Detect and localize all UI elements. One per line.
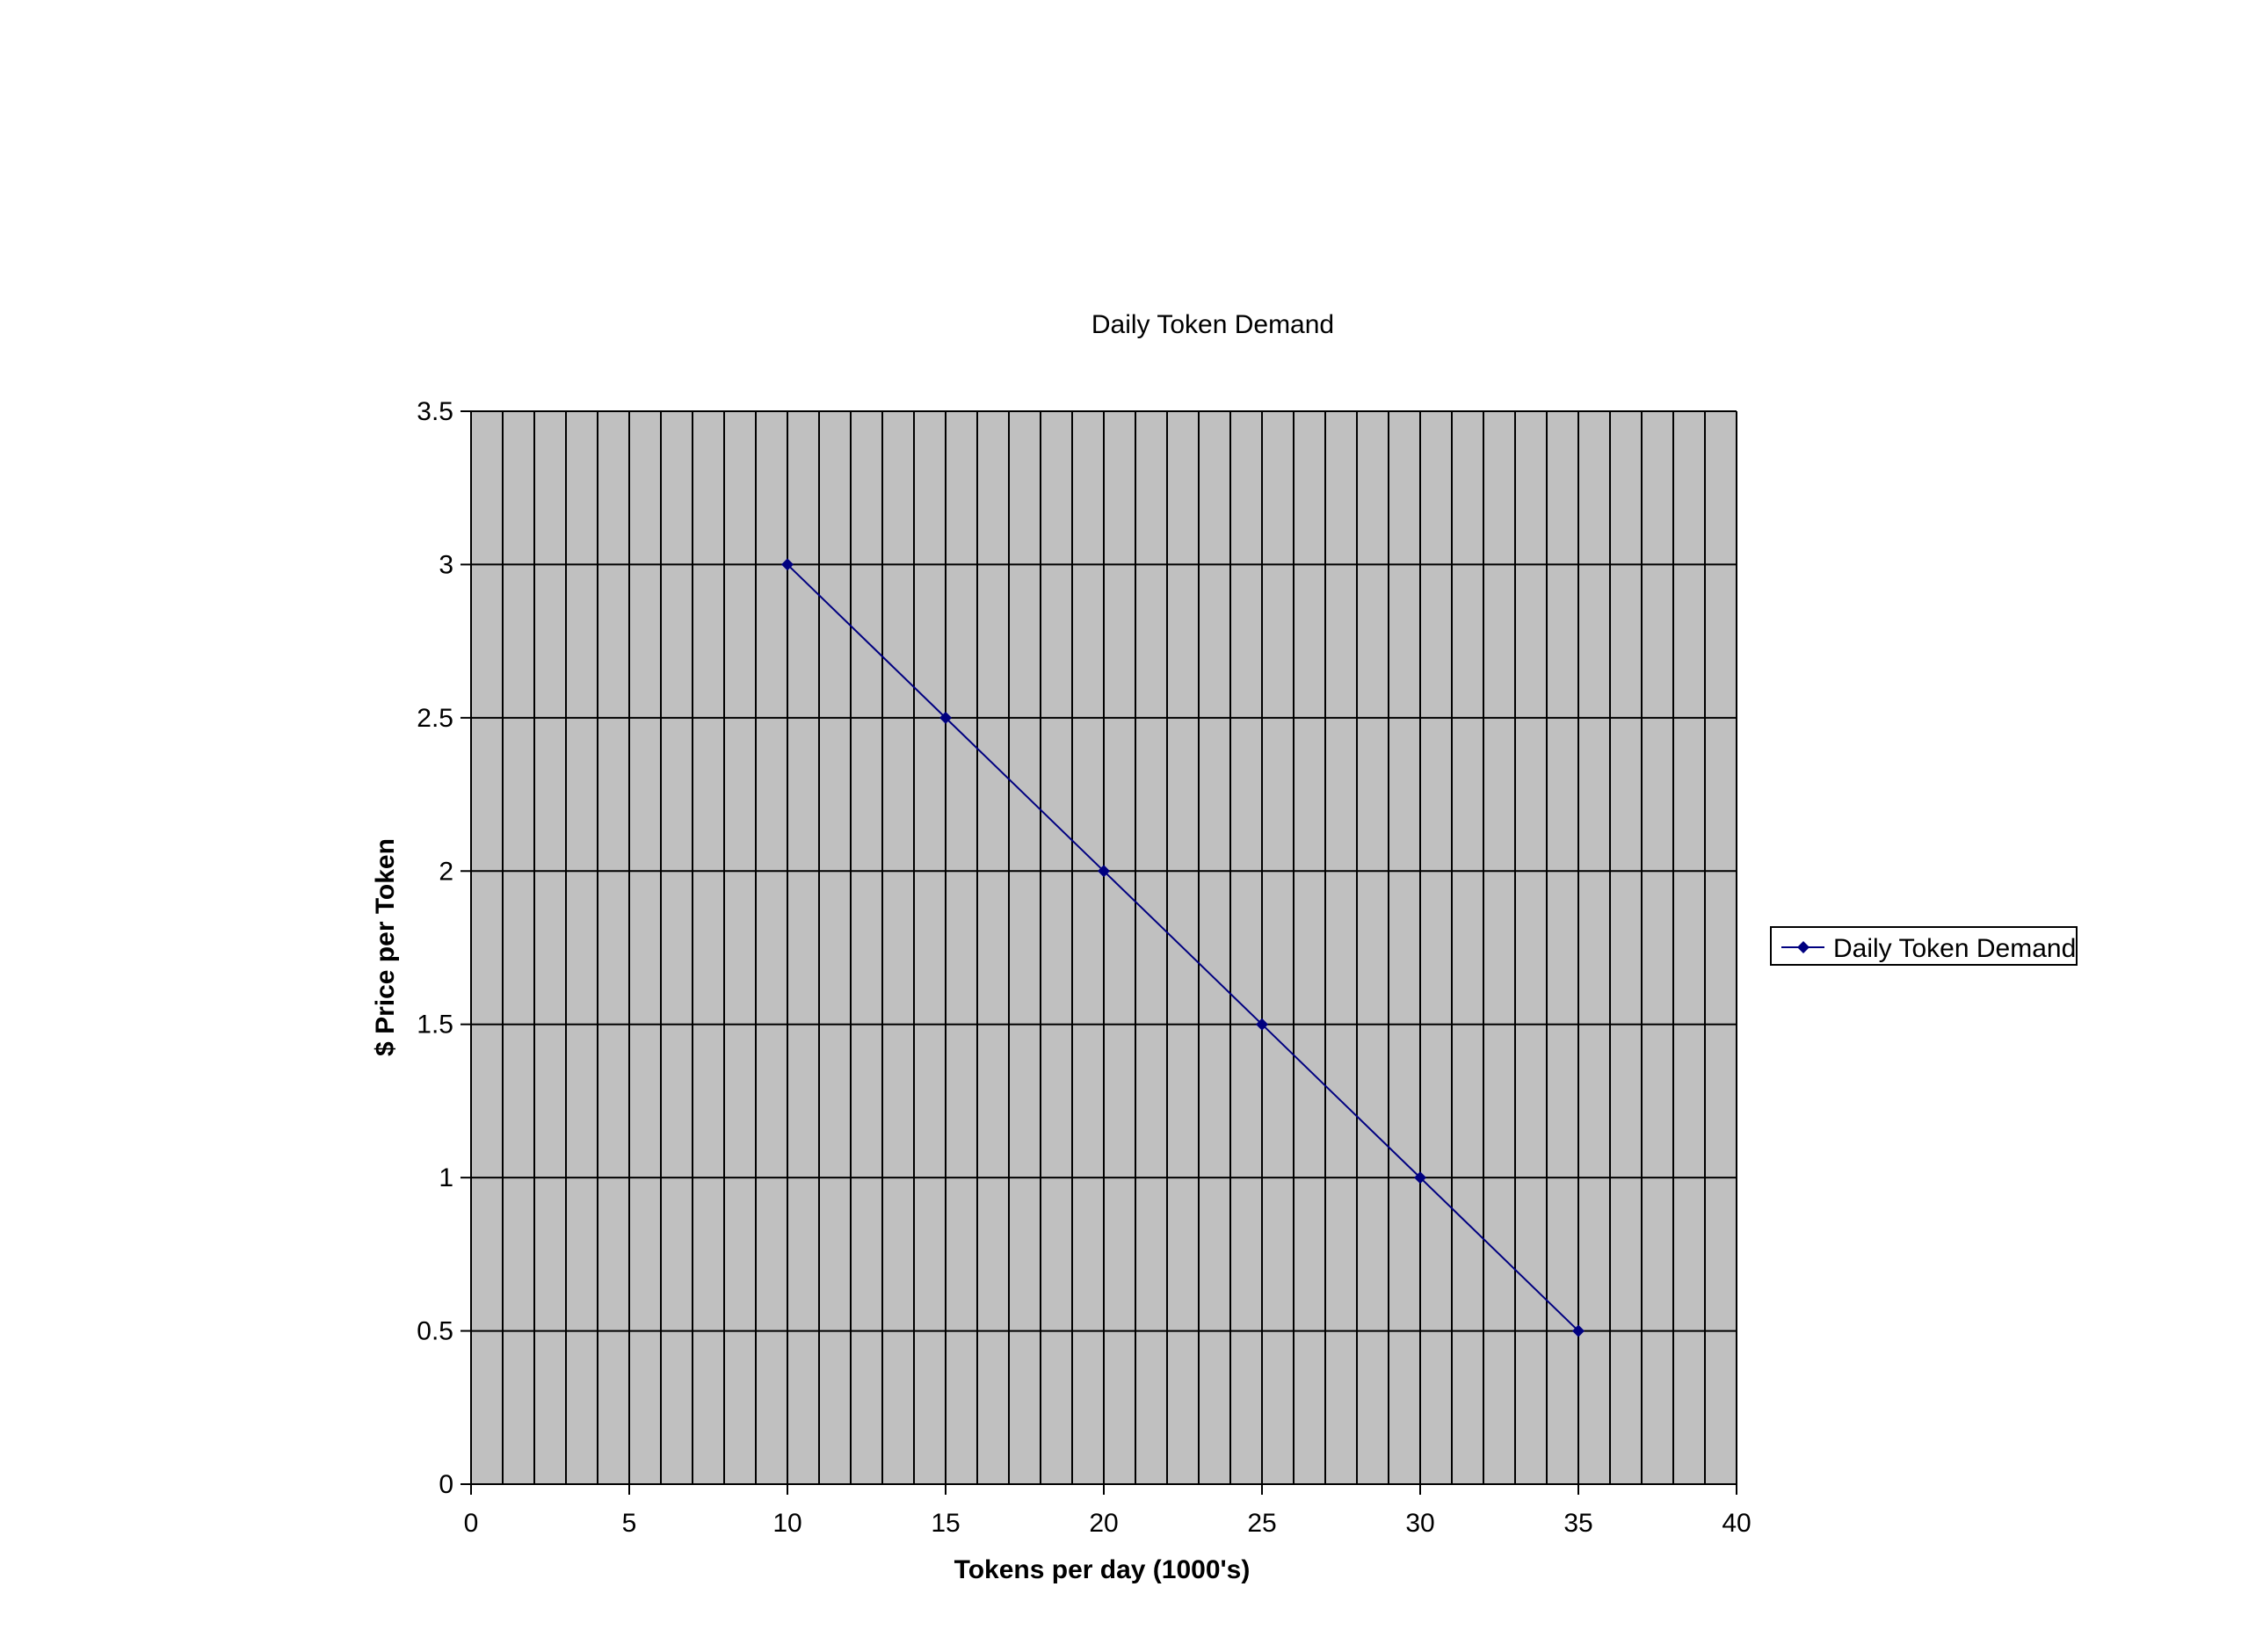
x-tick-label: 30 bbox=[1405, 1509, 1434, 1538]
gridlines bbox=[470, 410, 1737, 1485]
legend-box bbox=[1770, 926, 2078, 966]
y-tick-labels: 0 0.5 1 1.5 2 2.5 3 3.5 bbox=[417, 397, 453, 1499]
y-tick-label: 0 bbox=[439, 1470, 453, 1499]
x-tick-label: 10 bbox=[772, 1509, 801, 1538]
axes bbox=[461, 410, 1737, 1495]
x-tick-label: 5 bbox=[622, 1509, 637, 1538]
legend-marker-swatch bbox=[1797, 941, 1809, 953]
x-tick-label: 35 bbox=[1563, 1509, 1592, 1538]
y-tick-label: 3.5 bbox=[417, 397, 453, 426]
x-tick-label: 20 bbox=[1089, 1509, 1118, 1538]
data-point bbox=[1256, 1018, 1268, 1031]
data-point bbox=[781, 558, 794, 571]
data-point bbox=[1414, 1171, 1426, 1185]
y-tick-label: 0.5 bbox=[417, 1317, 453, 1346]
data-point bbox=[1098, 865, 1110, 878]
y-tick-label: 2.5 bbox=[417, 704, 453, 733]
data-point bbox=[939, 711, 952, 724]
x-tick-labels: 0 5 10 15 20 25 30 35 40 bbox=[464, 1509, 1751, 1538]
chart-title: Daily Token Demand bbox=[1091, 310, 1334, 339]
y-tick-label: 1.5 bbox=[417, 1011, 453, 1040]
series-line bbox=[787, 563, 1579, 1332]
x-tick-label: 15 bbox=[931, 1509, 960, 1538]
y-tick-label: 2 bbox=[439, 857, 453, 886]
x-tick-label: 25 bbox=[1247, 1509, 1276, 1538]
y-tick-label: 1 bbox=[439, 1163, 453, 1192]
x-tick-label: 40 bbox=[1722, 1509, 1751, 1538]
legend: Daily Token Demand bbox=[1770, 926, 2078, 966]
y-tick-label: 3 bbox=[439, 550, 453, 579]
legend-entry-daily-token-demand: Daily Token Demand bbox=[1833, 934, 2076, 963]
x-tick-label: 0 bbox=[464, 1509, 479, 1538]
series-daily-token-demand bbox=[781, 558, 1585, 1337]
x-axis-title: Tokens per day (1000's) bbox=[954, 1555, 1251, 1584]
data-point bbox=[1572, 1324, 1585, 1337]
y-axis-title: $ Price per Token bbox=[371, 838, 400, 1056]
